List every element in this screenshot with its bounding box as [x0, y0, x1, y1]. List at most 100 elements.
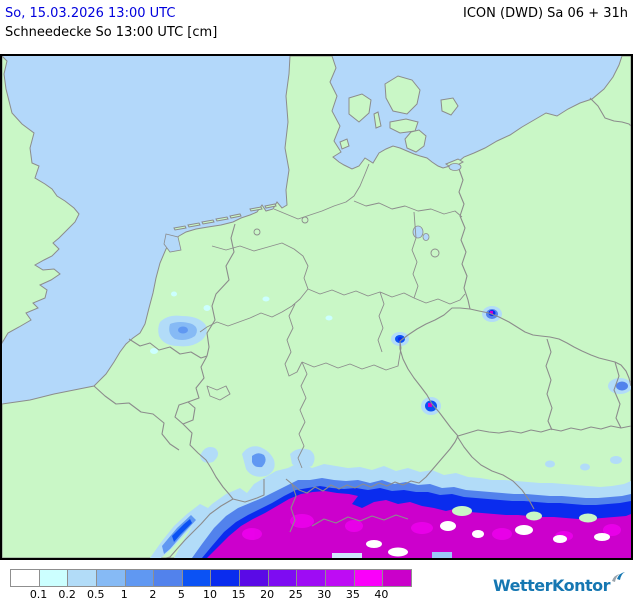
island-ruegen — [404, 129, 427, 153]
berlin-ring — [430, 248, 440, 258]
legend-cell — [124, 570, 154, 586]
border-czech-moravia — [545, 338, 553, 431]
snow-valley-holes — [332, 506, 610, 558]
snow-dot — [545, 460, 555, 468]
brand-logo: WetterKontor — [493, 572, 625, 595]
snow-dot — [610, 456, 622, 464]
legend-tick-label: 20 — [260, 588, 275, 601]
legend-cell — [267, 570, 297, 586]
legend-tick-label: 35 — [345, 588, 360, 601]
legend-cell — [38, 570, 68, 586]
legend-tick-label: 0.1 — [29, 588, 48, 601]
snow-dot — [262, 296, 270, 302]
legend-tick-label: 30 — [317, 588, 332, 601]
legend-cell — [67, 570, 96, 586]
snow-bavarian-forest — [421, 397, 441, 415]
legend-cell — [296, 570, 326, 586]
border-switzerland-france — [165, 498, 234, 558]
state-border-saxony-anhalt — [411, 211, 419, 299]
border-belgium-germany — [187, 355, 208, 403]
legend-cell — [325, 570, 354, 586]
border-switzerland-austria — [285, 478, 297, 533]
continent-landmass — [2, 56, 631, 558]
legend-tick-label: 15 — [231, 588, 246, 601]
legend-tick-label: 0.2 — [58, 588, 76, 601]
island-zealand — [384, 75, 421, 115]
legend-cell — [181, 570, 211, 586]
legend-labels: 0.1 0.2 0.5 1 2 5 10 15 20 25 30 35 40 — [10, 588, 412, 602]
wadden-island — [187, 222, 201, 228]
legend-scale — [10, 569, 412, 587]
legend-cell — [353, 570, 383, 586]
legend-tick-label: 0.5 — [86, 588, 105, 601]
snow-jeseniky — [608, 378, 631, 394]
szczecin-lagoon — [448, 163, 462, 171]
border-poland-coastal — [589, 97, 631, 127]
snow-jura-core — [172, 519, 192, 542]
legend: 0.1 0.2 0.5 1 2 5 10 15 20 25 30 35 40 — [10, 569, 412, 602]
legend-cell — [210, 570, 240, 586]
border-austria-internal — [456, 435, 535, 510]
weather-map — [2, 56, 631, 558]
legend-cell — [95, 570, 125, 586]
state-border-bavaria-north — [301, 340, 402, 371]
valid-datetime-label: So, 15.03.2026 13:00 UTC — [5, 6, 176, 21]
border-switzerland-germany — [232, 479, 265, 503]
hamburg-ring — [301, 216, 309, 224]
legend-tick-label: 5 — [177, 588, 185, 601]
legend-tick-label: 25 — [288, 588, 303, 601]
britain-landmass — [2, 56, 80, 344]
border-germany-poland — [458, 168, 471, 310]
map-frame — [0, 54, 633, 560]
border-czech-north — [399, 307, 631, 387]
brand-name: WetterKontor — [493, 576, 611, 595]
state-border-hesse-west — [284, 303, 303, 377]
snow-fields — [150, 291, 631, 558]
state-border-lower-saxony-south — [307, 288, 415, 299]
snow-swabian-alb — [290, 448, 315, 468]
border-france-belgium — [93, 385, 180, 451]
snow-dot — [580, 463, 590, 471]
german-state-borders — [199, 163, 466, 469]
legend-cell — [153, 570, 182, 586]
state-border-bw-bavaria — [297, 361, 308, 469]
state-border-nrw — [199, 242, 309, 333]
snow-sauerland — [150, 291, 211, 354]
legend-cell — [11, 570, 39, 586]
state-border-schleswig-holstein — [273, 163, 370, 220]
border-netherlands-germany — [206, 223, 236, 357]
header: So, 15.03.2026 13:00 UTC ICON (DWD) Sa 0… — [5, 6, 628, 22]
lakes — [163, 163, 462, 253]
snow-black-forest-core — [252, 453, 266, 468]
snow-erzgebirge — [391, 332, 409, 346]
lake-small — [422, 233, 430, 241]
wadden-island — [264, 203, 277, 209]
wadden-island — [215, 216, 229, 222]
legend-cell — [239, 570, 268, 586]
brand-swoosh-icon — [612, 572, 625, 582]
border-switzerland-italy — [311, 514, 409, 527]
legend-cell — [382, 570, 411, 586]
state-border-thuringia-east — [377, 291, 385, 353]
island-bornholm — [440, 97, 459, 116]
island-langeland — [373, 111, 382, 129]
island-als — [339, 138, 350, 150]
country-borders — [93, 97, 631, 558]
legend-tick-label: 2 — [149, 588, 157, 601]
lake-mueritz — [412, 225, 424, 239]
legend-tick-label: 40 — [374, 588, 389, 601]
border-germany-czech-west — [399, 341, 459, 437]
islands — [173, 75, 465, 231]
parameter-label: Schneedecke So 13:00 UTC [cm] — [5, 25, 218, 40]
bremen-ring — [253, 228, 261, 236]
snow-dot — [325, 315, 333, 321]
lake-ijsselmeer — [163, 233, 182, 253]
wadden-island — [173, 225, 187, 231]
state-border-mecklenburg — [353, 200, 463, 218]
border-germany-austria — [291, 435, 459, 494]
legend-tick-label: 1 — [120, 588, 128, 601]
model-run-label: ICON (DWD) Sa 06 + 31h — [463, 6, 628, 21]
border-czech-east — [613, 361, 622, 429]
wadden-island — [201, 219, 215, 225]
